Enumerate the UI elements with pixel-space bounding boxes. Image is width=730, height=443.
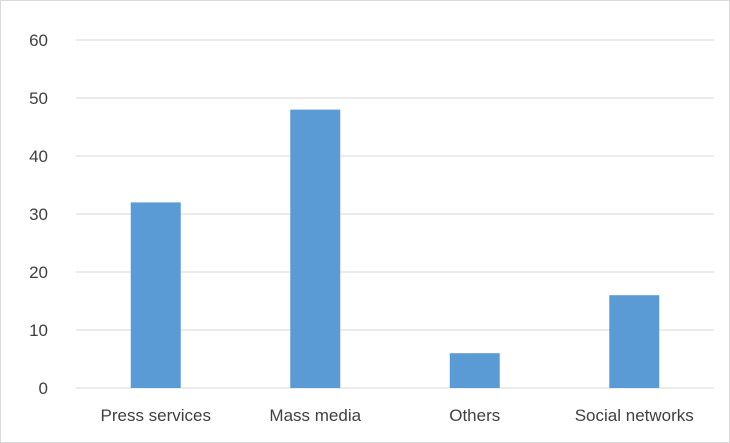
y-tick-label: 60 [29, 31, 48, 50]
y-tick-label: 20 [29, 263, 48, 282]
bar-press-services [130, 202, 181, 388]
y-axis-ticks: 0 10 20 30 40 50 60 [29, 31, 48, 398]
x-tick-label: Press services [100, 406, 211, 425]
x-tick-label: Others [449, 406, 500, 425]
x-axis-ticks: Press services Mass media Others Social net… [100, 406, 693, 425]
bar-mass-media [290, 109, 341, 388]
bar-social-networks [609, 295, 660, 388]
y-tick-label: 30 [29, 205, 48, 224]
x-tick-label: Mass media [269, 406, 361, 425]
gridlines [76, 39, 714, 389]
y-tick-label: 0 [39, 379, 48, 398]
bars [130, 109, 660, 388]
y-tick-label: 40 [29, 147, 48, 166]
bar-others [449, 353, 500, 388]
y-tick-label: 50 [29, 89, 48, 108]
x-tick-label: Social networks [575, 406, 694, 425]
y-tick-label: 10 [29, 321, 48, 340]
